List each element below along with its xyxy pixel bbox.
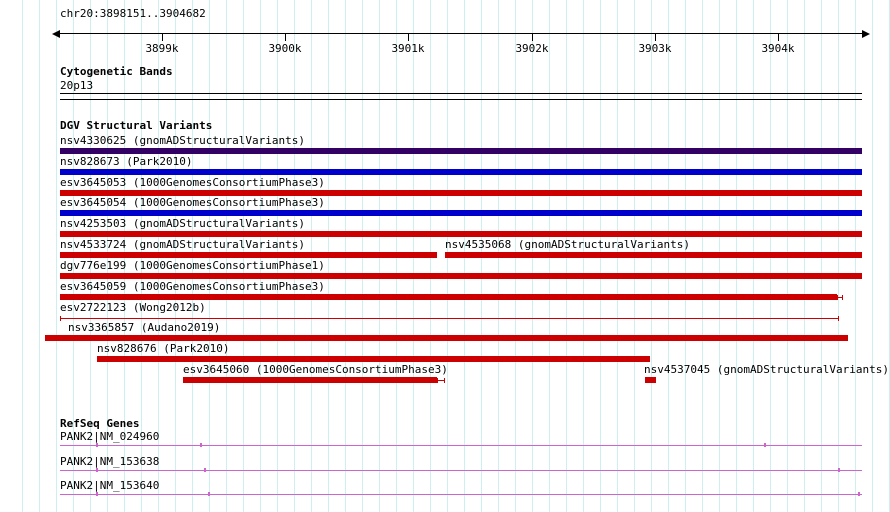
cytoband-bar[interactable]: [60, 93, 862, 100]
feature-line-end: [444, 378, 445, 383]
refseq-title: RefSeq Genes: [60, 417, 140, 430]
feature-label[interactable]: nsv4330625 (gnomADStructuralVariants): [60, 134, 306, 147]
ruler-right-arrow-icon: [862, 30, 870, 38]
gene-line[interactable]: [60, 470, 862, 471]
feature-line-end: [60, 316, 61, 321]
feature-label[interactable]: esv3645059 (1000GenomesConsortiumPhase3): [60, 280, 325, 293]
feature-line[interactable]: [837, 297, 843, 298]
exon-tick: [208, 492, 210, 496]
feature-line[interactable]: [437, 380, 445, 381]
feature-bar[interactable]: [60, 231, 862, 237]
ruler-tick-label: 3900k: [268, 42, 302, 55]
feature-bar[interactable]: [645, 377, 656, 383]
ruler-tick-label: 3903k: [638, 42, 672, 55]
ruler-tick: [408, 34, 409, 41]
feature-bar[interactable]: [60, 294, 837, 300]
ruler-tick-label: 3901k: [391, 42, 425, 55]
exon-tick: [96, 443, 98, 447]
cytoband-label: 20p13: [60, 79, 94, 92]
exon-tick: [200, 443, 202, 447]
feature-label[interactable]: esv3645053 (1000GenomesConsortiumPhase3): [60, 176, 325, 189]
exon-tick: [838, 468, 840, 472]
gene-label[interactable]: PANK2|NM_024960: [60, 430, 160, 443]
region-label: chr20:3898151..3904682: [60, 7, 206, 20]
ruler-tick: [778, 34, 779, 41]
feature-line[interactable]: [60, 318, 839, 319]
cytobands-title: Cytogenetic Bands: [60, 65, 173, 78]
gene-label[interactable]: PANK2|NM_153640: [60, 479, 160, 492]
ruler-tick: [532, 34, 533, 41]
feature-bar[interactable]: [445, 252, 862, 258]
ruler-tick-label: 3904k: [761, 42, 795, 55]
feature-label[interactable]: esv3645060 (1000GenomesConsortiumPhase3): [183, 363, 448, 376]
dgv-title: DGV Structural Variants: [60, 119, 213, 132]
feature-bar[interactable]: [60, 210, 862, 216]
exon-tick: [858, 492, 860, 496]
feature-bar[interactable]: [60, 169, 862, 175]
feature-label[interactable]: nsv828676 (Park2010): [97, 342, 230, 355]
feature-line-end: [437, 378, 438, 383]
feature-line-end: [837, 295, 838, 300]
ruler-left-arrow-icon: [52, 30, 60, 38]
exon-tick: [204, 468, 206, 472]
gene-line[interactable]: [60, 445, 862, 446]
exon-tick: [96, 492, 98, 496]
feature-bar[interactable]: [60, 273, 862, 279]
feature-label[interactable]: nsv828673 (Park2010): [60, 155, 193, 168]
gene-label[interactable]: PANK2|NM_153638: [60, 455, 160, 468]
ruler-tick-label: 3899k: [145, 42, 179, 55]
feature-line-end: [842, 295, 843, 300]
feature-bar[interactable]: [97, 356, 650, 362]
feature-bar[interactable]: [60, 252, 437, 258]
gene-line[interactable]: [60, 494, 862, 495]
ruler-tick: [162, 34, 163, 41]
feature-label[interactable]: nsv4535068 (gnomADStructuralVariants): [445, 238, 691, 251]
feature-bar[interactable]: [60, 148, 862, 154]
feature-bar[interactable]: [45, 335, 848, 341]
feature-bar[interactable]: [183, 377, 437, 383]
feature-label[interactable]: nsv4533724 (gnomADStructuralVariants): [60, 238, 306, 251]
feature-label[interactable]: nsv4537045 (gnomADStructuralVariants): [644, 363, 890, 376]
exon-tick: [96, 468, 98, 472]
feature-bar[interactable]: [60, 190, 862, 196]
feature-label[interactable]: dgv776e199 (1000GenomesConsortiumPhase1): [60, 259, 325, 272]
feature-line-end: [838, 316, 839, 321]
ruler-tick: [655, 34, 656, 41]
ruler-tick-label: 3902k: [515, 42, 549, 55]
feature-label[interactable]: nsv3365857 (Audano2019): [68, 321, 221, 334]
feature-label[interactable]: esv3645054 (1000GenomesConsortiumPhase3): [60, 196, 325, 209]
ruler-line: [60, 33, 862, 34]
ruler-tick: [285, 34, 286, 41]
exon-tick: [764, 443, 766, 447]
feature-label[interactable]: esv2722123 (Wong2012b): [60, 301, 206, 314]
feature-label[interactable]: nsv4253503 (gnomADStructuralVariants): [60, 217, 306, 230]
